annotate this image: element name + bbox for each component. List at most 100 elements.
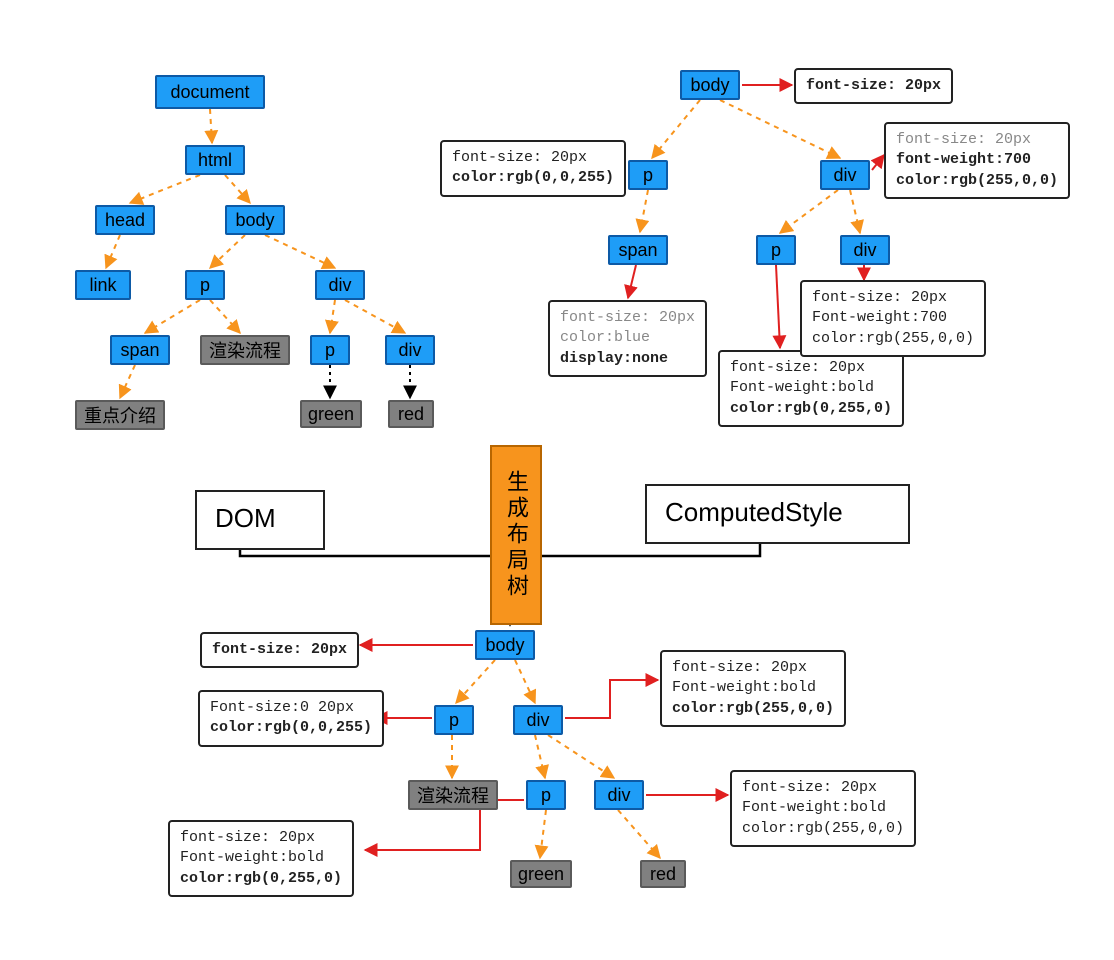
diagram-stage: { "canvas": { "w": 1114, "h": 960, "bg":…: [0, 0, 1114, 960]
style-box-line: font-weight:700: [896, 150, 1058, 170]
edge: [145, 300, 200, 333]
tree-node-b-p2: p: [526, 780, 566, 810]
tree-node-label: p: [541, 785, 551, 806]
tree-node-label: p: [200, 275, 210, 296]
style-box-line: font-size: 20px: [806, 76, 941, 96]
tree-node-label: head: [105, 210, 145, 231]
center-process-label: 生成布局树: [490, 445, 542, 625]
tree-node-n-head: head: [95, 205, 155, 235]
style-box-line: Font-weight:bold: [672, 678, 834, 698]
style-box-line: display:none: [560, 349, 695, 369]
tree-node-label: p: [771, 240, 781, 261]
edge: [776, 265, 780, 348]
tree-node-label: span: [618, 240, 657, 261]
edge: [720, 100, 840, 158]
tree-node-label: p: [643, 165, 653, 186]
style-box-line: font-size: 20px: [452, 148, 614, 168]
style-box-line: color:rgb(0,0,255): [452, 168, 614, 188]
tree-node-label: body: [690, 75, 729, 96]
tree-node-label: 渲染流程: [417, 782, 489, 808]
tree-node-n-div1: div: [315, 270, 365, 300]
style-box-line: color:blue: [560, 328, 695, 348]
tree-node-label: div: [607, 785, 630, 806]
tree-node-c-p2: p: [756, 235, 796, 265]
tree-node-label: p: [325, 340, 335, 361]
tree-node-label: div: [833, 165, 856, 186]
style-box-line: font-size: 20px: [896, 130, 1058, 150]
tree-node-n-body: body: [225, 205, 285, 235]
style-box-line: font-size: 20px: [180, 828, 342, 848]
dom-label-box: DOM: [195, 490, 325, 550]
style-box-sb2: font-size: 20pxcolor:rgb(0,0,255): [440, 140, 626, 197]
tree-node-n-txt1: 渲染流程: [200, 335, 290, 365]
tree-node-label: html: [198, 150, 232, 171]
edge: [120, 365, 135, 398]
edge: [618, 810, 660, 858]
edge: [540, 810, 546, 858]
tree-node-n-txt2: 重点介绍: [75, 400, 165, 430]
edge: [130, 175, 200, 203]
tree-node-n-p2: p: [310, 335, 350, 365]
edge: [872, 155, 884, 170]
computedstyle-label-text: ComputedStyle: [665, 497, 843, 527]
edge: [515, 660, 535, 703]
style-box-line: Font-size:0 20px: [210, 698, 372, 718]
style-box-line: font-size: 20px: [730, 358, 892, 378]
style-box-line: color:rgb(255,0,0): [896, 171, 1058, 191]
tree-node-c-span: span: [608, 235, 668, 265]
tree-node-b-div2: div: [594, 780, 644, 810]
edge: [640, 190, 648, 232]
style-box-line: color:rgb(0,0,255): [210, 718, 372, 738]
tree-node-n-div2: div: [385, 335, 435, 365]
style-box-sb7: font-size: 20px: [200, 632, 359, 668]
tree-node-c-p: p: [628, 160, 668, 190]
tree-node-label: 渲染流程: [209, 337, 281, 363]
style-box-sb11: font-size: 20pxFont-weight:boldcolor:rgb…: [168, 820, 354, 897]
style-box-line: color:rgb(0,255,0): [730, 399, 892, 419]
style-box-line: font-size: 20px: [212, 640, 347, 660]
edge: [652, 100, 700, 158]
edge: [330, 300, 335, 333]
tree-node-label: body: [235, 210, 274, 231]
center-process-text: 生成布局树: [500, 470, 532, 600]
tree-node-label: div: [328, 275, 351, 296]
edge: [210, 109, 212, 143]
style-box-line: font-size: 20px: [560, 308, 695, 328]
style-box-line: Font-weight:700: [812, 308, 974, 328]
tree-node-c-div: div: [820, 160, 870, 190]
edge: [106, 235, 120, 268]
tree-node-label: green: [308, 404, 354, 425]
tree-node-n-doc: document: [155, 75, 265, 109]
tree-node-n-html: html: [185, 145, 245, 175]
edge: [456, 660, 495, 703]
style-box-sb4: font-size: 20pxcolor:bluedisplay:none: [548, 300, 707, 377]
edge: [565, 680, 658, 718]
style-box-sb8: Font-size:0 20pxcolor:rgb(0,0,255): [198, 690, 384, 747]
tree-node-b-p: p: [434, 705, 474, 735]
edge: [210, 235, 245, 268]
tree-node-b-green: green: [510, 860, 572, 888]
tree-node-n-link: link: [75, 270, 131, 300]
style-box-line: color:rgb(255,0,0): [672, 699, 834, 719]
tree-node-n-green: green: [300, 400, 362, 428]
tree-node-label: document: [170, 82, 249, 103]
tree-node-c-body: body: [680, 70, 740, 100]
edge: [210, 300, 240, 333]
edge: [780, 190, 838, 233]
style-box-line: Font-weight:bold: [730, 378, 892, 398]
edge: [225, 175, 250, 203]
tree-node-label: p: [449, 710, 459, 731]
style-box-sb6: font-size: 20pxFont-weight:700color:rgb(…: [800, 280, 986, 357]
dom-label-text: DOM: [215, 503, 276, 533]
tree-node-label: div: [853, 240, 876, 261]
style-box-sb3: font-size: 20pxfont-weight:700color:rgb(…: [884, 122, 1070, 199]
edge: [850, 190, 860, 233]
style-box-sb1: font-size: 20px: [794, 68, 953, 104]
tree-node-label: body: [485, 635, 524, 656]
tree-node-n-p1: p: [185, 270, 225, 300]
style-box-sb9: font-size: 20pxFont-weight:boldcolor:rgb…: [660, 650, 846, 727]
tree-node-n-span1: span: [110, 335, 170, 365]
tree-node-label: div: [526, 710, 549, 731]
tree-node-b-body: body: [475, 630, 535, 660]
tree-node-label: link: [89, 275, 116, 296]
